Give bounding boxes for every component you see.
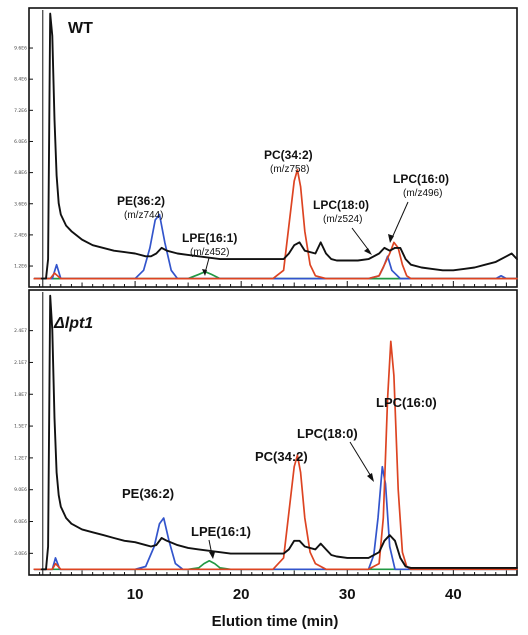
y-tick-label: 1.8E7 [14,392,27,398]
lpt1-arrowhead-lpc18 [367,473,374,482]
panel-lpt1-title: Δlpt1 [53,315,93,332]
trace-total [40,294,518,571]
trace-pe [33,213,518,280]
panel-lpt1-frame [28,289,518,576]
trace-pc-lpc [33,340,518,571]
y-tick-label: 1.2E6 [14,264,27,270]
wt-annotation-lpe-mz: (m/z452) [190,247,229,258]
y-tick-label: 2.1E7 [14,360,27,366]
panel-wt-traces [33,12,518,280]
x-tick-label: 30 [339,586,356,603]
wt-arrow-lpc16 [391,201,409,239]
trace-pc-lpc [33,168,518,280]
panel-wt: 9.6E6 8.4E6 7.2E6 6.0E6 4.8E6 3.6E6 2.4E6 1.2E6… [14,7,518,288]
wt-annotation-lpe: LPE(16:1) [182,231,237,245]
y-tick-label: 2.4E7 [14,328,27,334]
y-tick-label: 1.5E7 [14,424,27,430]
x-axis-label: Elution time (min) [212,613,339,630]
y-tick-label: 7.2E6 [14,108,27,114]
wt-annotation-lpc18: LPC(18:0) [313,198,369,212]
wt-annotation-pc-mz: (m/z758) [270,164,309,175]
wt-arrowhead-lpe [202,269,207,276]
panel-lpt1: 2.4E7 2.1E7 1.8E7 1.5E7 1.2E7 9.0E6 6.0E6 3.0E6… [14,289,518,603]
wt-arrowhead-lpc16 [388,234,394,243]
trace-total [40,12,518,280]
panel-wt-x-ticks [39,10,507,287]
lpt1-annotation-lpc18: LPC(18:0) [297,426,358,441]
panel-lpt1-x-ticks: 10 20 30 40 [39,292,507,603]
y-tick-label: 6.0E6 [14,519,27,525]
wt-annotation-lpc18-mz: (m/z524) [323,214,362,225]
wt-arrowhead-lpc18 [364,248,372,255]
x-tick-label: 20 [233,586,250,603]
x-tick-label: 40 [445,586,462,603]
x-tick-label: 10 [127,586,144,603]
wt-annotation-pe: PE(36:2) [117,194,165,208]
lpt1-arrow-lpc18 [349,441,373,479]
lpt1-annotation-pe: PE(36:2) [122,486,174,501]
y-tick-label: 8.4E6 [14,77,27,83]
lpt1-annotation-lpe: LPE(16:1) [191,524,251,539]
wt-annotation-lpc16: LPC(16:0) [393,172,449,186]
lpt1-annotation-lpc16: LPC(16:0) [376,395,437,410]
panel-lpt1-traces [33,294,518,571]
wt-annotation-lpc16-mz: (m/z496) [403,188,442,199]
y-tick-label: 9.0E6 [14,487,27,493]
y-tick-label: 6.0E6 [14,139,27,145]
y-tick-label: 9.6E6 [14,46,27,52]
lpt1-arrowhead-lpe [209,552,215,559]
y-tick-label: 2.4E6 [14,232,27,238]
wt-annotation-pe-mz: (m/z744) [124,210,163,221]
y-tick-label: 4.8E6 [14,170,27,176]
y-tick-label: 3.6E6 [14,201,27,207]
panel-lpt1-y-ticks: 2.4E7 2.1E7 1.8E7 1.5E7 1.2E7 9.0E6 6.0E6 3.0E6 [14,328,33,557]
wt-arrow-lpc18 [351,227,371,253]
y-tick-label: 1.2E7 [14,455,27,461]
y-tick-label: 3.0E6 [14,551,27,557]
wt-annotation-pc: PC(34:2) [264,148,313,162]
panel-wt-y-ticks: 9.6E6 8.4E6 7.2E6 6.0E6 4.8E6 3.6E6 2.4E6 1.2E6 [14,46,33,270]
lpt1-annotation-pc: PC(34:2) [255,449,308,464]
panel-wt-title: WT [68,20,93,37]
